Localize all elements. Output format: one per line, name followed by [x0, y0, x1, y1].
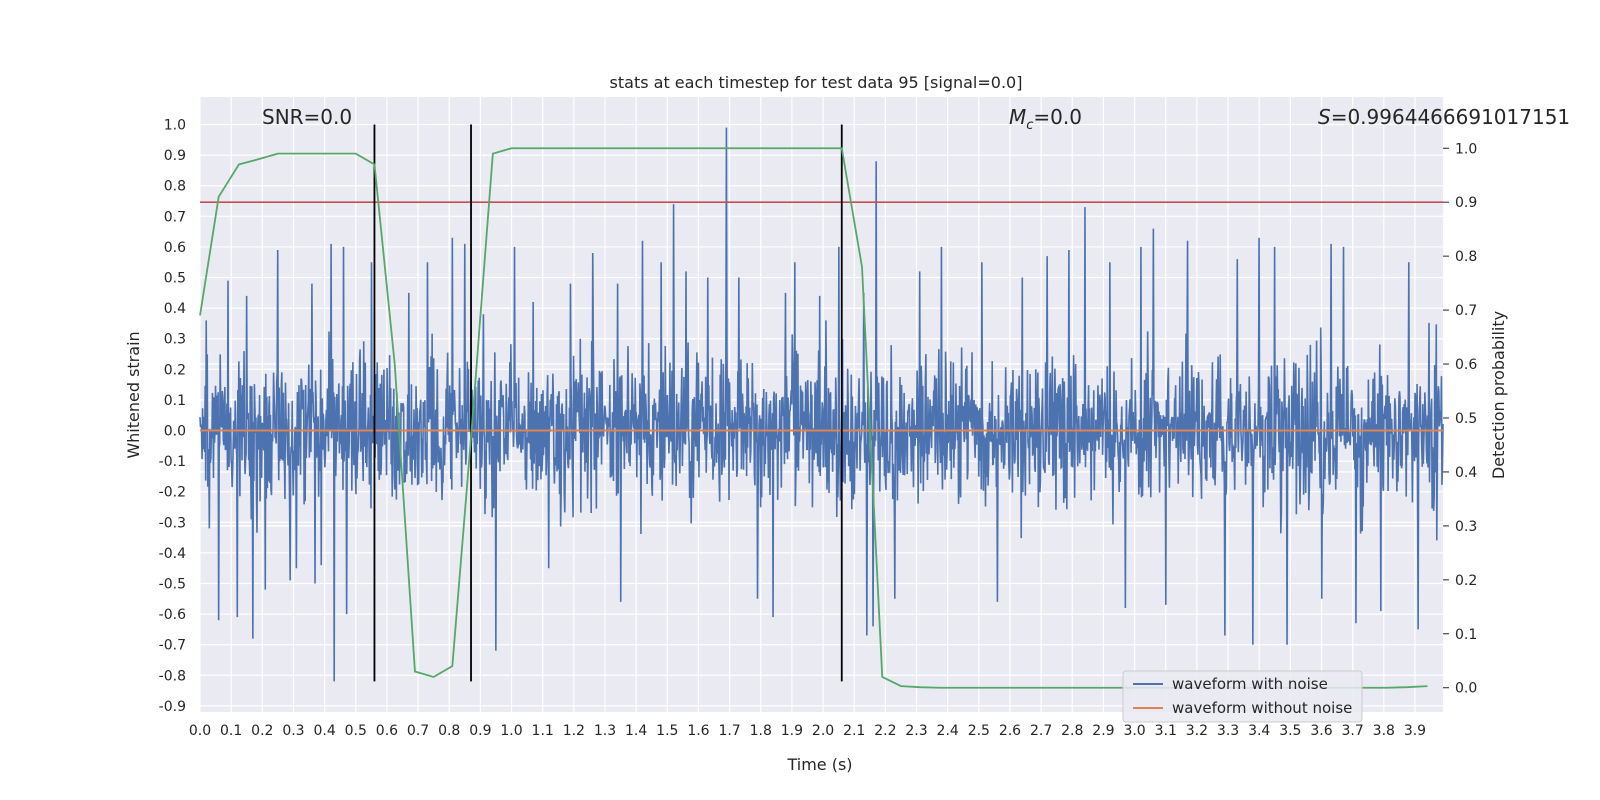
y-tick-label: -0.4	[159, 546, 186, 562]
x-tick-label: 2.7	[1030, 723, 1052, 739]
legend-label-clean: waveform without noise	[1172, 699, 1352, 717]
noise-line	[199, 127, 1444, 682]
y-tick-label: 0.4	[164, 301, 186, 317]
y2-tick-label: 0.7	[1455, 303, 1477, 319]
y2-tick-label: 0.2	[1455, 573, 1477, 589]
annotation-s-symbol: S	[1318, 105, 1331, 129]
x-tick-label: 3.4	[1248, 723, 1270, 739]
y-tick-label: 1.0	[164, 118, 186, 134]
x-tick-label: 0.5	[345, 723, 367, 739]
x-tick-label: 1.6	[687, 723, 709, 739]
x-tick-label: 3.7	[1342, 723, 1364, 739]
y-tick-label: -0.5	[159, 576, 186, 592]
x-tick-label: 1.2	[563, 723, 585, 739]
legend-label-noise: waveform with noise	[1172, 675, 1328, 693]
y-tick-label: 0.5	[164, 271, 186, 287]
x-tick-label: 2.0	[812, 723, 834, 739]
x-axis-label: Time (s)	[786, 755, 852, 774]
series-waveform-with-noise	[199, 127, 1444, 682]
x-tick-label: 2.6	[999, 723, 1021, 739]
x-tick-label: 3.8	[1373, 723, 1395, 739]
x-tick-label: 3.2	[1186, 723, 1208, 739]
x-tick-label: 3.3	[1217, 723, 1239, 739]
x-tick-label: 0.1	[220, 723, 242, 739]
x-tick-label: 0.7	[407, 723, 429, 739]
x-tick-label: 1.4	[625, 723, 647, 739]
y-tick-label: 0.9	[164, 148, 186, 164]
y-tick-label: -0.2	[159, 485, 186, 501]
x-tick-label: 3.0	[1123, 723, 1145, 739]
y-tick-label: 0.7	[164, 209, 186, 225]
y-axis-label: Whitened strain	[124, 331, 143, 458]
y2-tick-label: 1.0	[1455, 141, 1477, 157]
x-tick-label: 1.1	[532, 723, 554, 739]
x-tick-label: 0.4	[313, 723, 335, 739]
x-tick-label: 0.0	[189, 723, 211, 739]
x-tick-label: 2.8	[1061, 723, 1083, 739]
x-tick-label: 3.6	[1310, 723, 1332, 739]
x-tick-label: 1.5	[656, 723, 678, 739]
y-tick-label: -0.7	[159, 638, 186, 654]
y-tick-label: -0.9	[159, 699, 186, 715]
y2-tick-label: 0.8	[1455, 249, 1477, 265]
y2-tick-label: 0.9	[1455, 195, 1477, 211]
y-tick-label: -0.3	[159, 515, 186, 531]
annotation-mc-subscript: c	[1026, 118, 1033, 133]
x-tick-label: 2.5	[968, 723, 990, 739]
x-tick-label: 0.3	[282, 723, 304, 739]
y-axis-ticks: 1.0 0.9 0.8 0.7 0.6 0.5 0.4 0.3 0.2 0.1 0.0 -0.1 -0.…	[159, 118, 186, 715]
annotation-mc-symbol: M	[1009, 105, 1026, 129]
y-tick-label: 0.8	[164, 179, 186, 195]
x-tick-label: 2.3	[905, 723, 927, 739]
y2-axis-ticks: 1.0 0.9 0.8 0.7 0.6 0.5 0.4 0.3 0.2 0.1 0.0	[1443, 141, 1477, 697]
x-tick-label: 2.1	[843, 723, 865, 739]
x-tick-label: 2.4	[937, 723, 959, 739]
x-tick-label: 0.8	[438, 723, 460, 739]
x-tick-label: 0.6	[376, 723, 398, 739]
y2-tick-label: 0.3	[1455, 519, 1477, 535]
chart-title: stats at each timestep for test data 95 …	[610, 73, 1023, 92]
x-tick-label: 3.1	[1155, 723, 1177, 739]
x-tick-label: 1.8	[750, 723, 772, 739]
y2-axis-label: Detection probability	[1489, 311, 1508, 479]
y-tick-label: 0.0	[164, 424, 186, 440]
y-tick-label: 0.3	[164, 332, 186, 348]
x-tick-label: 1.0	[500, 723, 522, 739]
y-tick-label: 0.6	[164, 240, 186, 256]
vertical-markers	[373, 124, 843, 682]
annotation-mc: Mc=0.0	[1009, 105, 1082, 133]
x-axis-ticks: 0.0 0.1 0.2 0.3 0.4 0.5 0.6 0.7 0.8 0.9 1.0 1.1 1.2 1…	[189, 723, 1426, 739]
y-tick-label: 0.1	[164, 393, 186, 409]
x-tick-label: 3.5	[1279, 723, 1301, 739]
y-tick-label: -0.1	[159, 454, 186, 470]
x-tick-label: 1.9	[781, 723, 803, 739]
annotation-snr: SNR=0.0	[262, 105, 352, 129]
y2-tick-label: 0.6	[1455, 357, 1477, 373]
annotation-mc-value: =0.0	[1033, 105, 1082, 129]
y2-tick-label: 0.4	[1455, 465, 1477, 481]
y-tick-label: -0.8	[159, 668, 186, 684]
y2-tick-label: 0.0	[1455, 681, 1477, 697]
legend: waveform with noise waveform without noi…	[1122, 670, 1363, 723]
legend-box	[1122, 670, 1363, 723]
annotation-s: S=0.9964466691017151	[1318, 105, 1570, 129]
y-tick-label: 0.2	[164, 362, 186, 378]
annotation-s-value: =0.9964466691017151	[1331, 105, 1570, 129]
x-tick-label: 0.9	[469, 723, 491, 739]
x-tick-label: 2.2	[874, 723, 896, 739]
y2-tick-label: 0.5	[1455, 411, 1477, 427]
x-tick-label: 1.3	[594, 723, 616, 739]
x-tick-label: 1.7	[718, 723, 740, 739]
y2-tick-label: 0.1	[1455, 627, 1477, 643]
x-tick-label: 2.9	[1092, 723, 1114, 739]
y-tick-label: -0.6	[159, 607, 186, 623]
x-tick-label: 0.2	[251, 723, 273, 739]
x-tick-label: 3.9	[1404, 723, 1426, 739]
